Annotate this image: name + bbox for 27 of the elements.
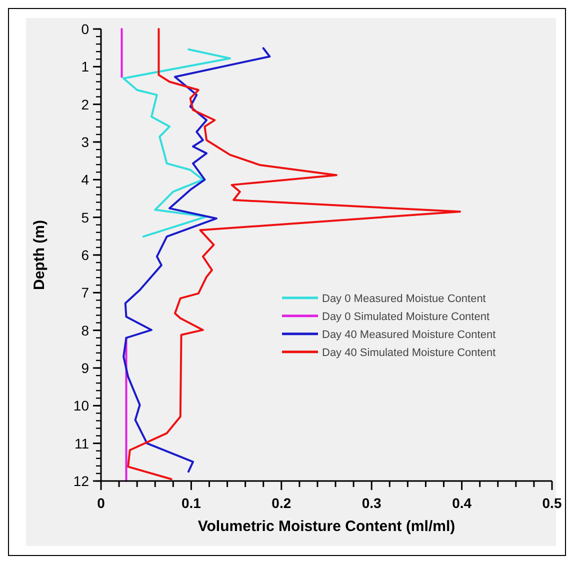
- x-tick-label: 0: [97, 495, 106, 511]
- y-tick-label: 3: [81, 134, 90, 150]
- legend-label: Day 40 Measured Moisture Content: [322, 328, 496, 341]
- y-tick-label: 5: [81, 209, 90, 226]
- x-tick-label: 0.3: [362, 495, 382, 511]
- y-tick-label: 7: [81, 284, 90, 301]
- y-tick-label: 9: [81, 360, 90, 376]
- y-tick-label: 8: [81, 322, 90, 338]
- line-series: [122, 48, 231, 238]
- y-tick-label: 11: [74, 435, 90, 452]
- y-tick-label: 0: [81, 21, 90, 37]
- legend-label: Day 40 Simulated Moisture Content: [322, 346, 496, 359]
- y-tick-label: 6: [81, 247, 90, 263]
- line-series: [122, 47, 271, 473]
- y-tick-label: 2: [81, 96, 90, 112]
- y-tick-label: 10: [73, 398, 90, 414]
- y-tick-label: 1: [81, 58, 90, 75]
- legend-label: Day 0 Measured Moistue Content: [322, 292, 486, 305]
- x-tick-label: 0.2: [272, 495, 292, 511]
- legend-label: Day 0 Simulated Moisture Content: [322, 310, 490, 323]
- x-tick-label: 0.4: [452, 495, 472, 511]
- x-tick-label: 0.1: [181, 495, 202, 511]
- x-tick-label: 0.5: [542, 495, 562, 511]
- y-tick-label: 12: [73, 473, 90, 489]
- x-axis-title: Volumetric Moisture Content (ml/ml): [198, 518, 456, 535]
- y-axis-title: Depth (m): [31, 220, 48, 290]
- y-tick-label: 4: [81, 172, 90, 188]
